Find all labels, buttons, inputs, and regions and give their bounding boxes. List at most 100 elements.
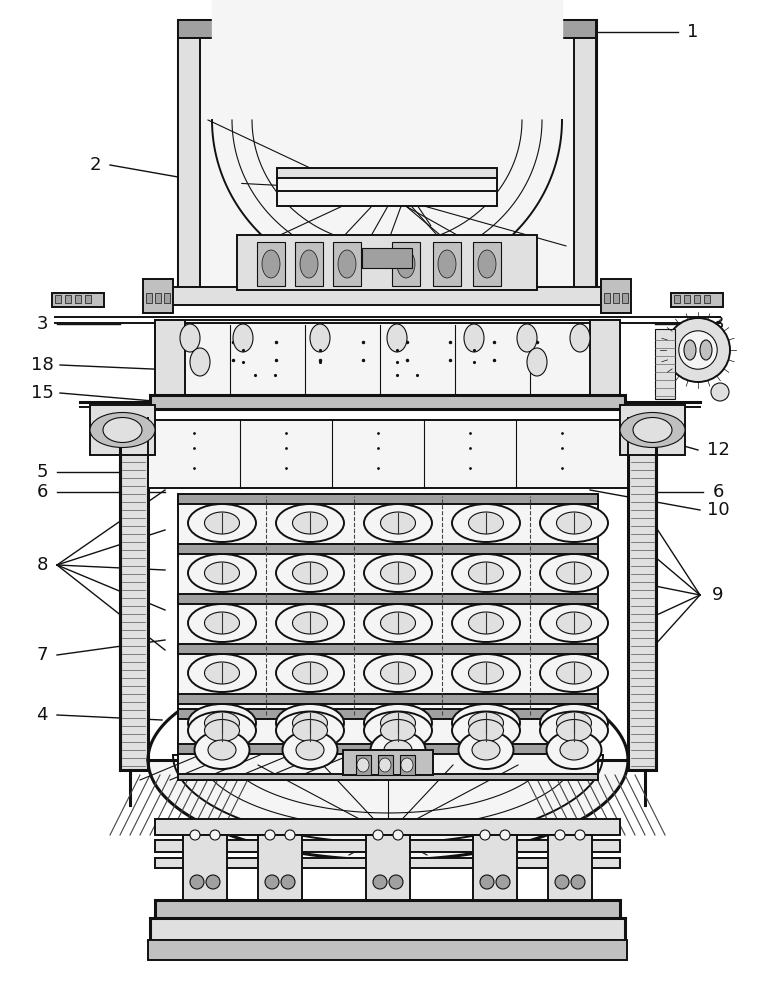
Ellipse shape <box>310 324 330 352</box>
Bar <box>155 819 620 835</box>
Ellipse shape <box>540 712 608 750</box>
Text: 5: 5 <box>36 463 48 481</box>
Ellipse shape <box>452 504 520 542</box>
Ellipse shape <box>556 662 591 684</box>
Circle shape <box>373 875 387 889</box>
Ellipse shape <box>560 740 588 760</box>
Bar <box>604 293 610 303</box>
Bar <box>120 418 148 770</box>
Bar <box>674 295 680 303</box>
Ellipse shape <box>188 554 256 592</box>
Ellipse shape <box>233 324 253 352</box>
Ellipse shape <box>364 712 432 750</box>
Ellipse shape <box>556 720 591 742</box>
Bar <box>277 168 497 180</box>
Bar <box>85 295 91 303</box>
Bar <box>613 293 619 303</box>
Ellipse shape <box>452 604 520 642</box>
Ellipse shape <box>338 250 356 278</box>
Ellipse shape <box>188 704 256 742</box>
Ellipse shape <box>205 662 239 684</box>
Ellipse shape <box>381 712 415 734</box>
Ellipse shape <box>292 712 328 734</box>
Ellipse shape <box>188 712 256 750</box>
Circle shape <box>496 875 510 889</box>
Ellipse shape <box>387 324 407 352</box>
Text: 15: 15 <box>30 384 53 402</box>
Bar <box>150 918 625 942</box>
Ellipse shape <box>459 731 514 769</box>
Bar <box>684 295 690 303</box>
Ellipse shape <box>381 662 415 684</box>
Bar <box>148 940 627 960</box>
Ellipse shape <box>469 562 504 584</box>
Ellipse shape <box>438 250 456 278</box>
Ellipse shape <box>472 740 500 760</box>
Circle shape <box>285 830 295 840</box>
Bar <box>143 279 173 313</box>
Bar <box>548 835 592 900</box>
Bar <box>164 293 170 303</box>
Circle shape <box>679 331 717 369</box>
Ellipse shape <box>276 654 344 692</box>
Bar <box>257 242 285 286</box>
Bar <box>178 496 598 715</box>
Ellipse shape <box>292 562 328 584</box>
Bar <box>277 191 497 206</box>
Circle shape <box>389 875 403 889</box>
Circle shape <box>575 830 585 840</box>
Text: 1: 1 <box>687 23 699 41</box>
Ellipse shape <box>357 758 369 772</box>
Ellipse shape <box>700 340 712 360</box>
Ellipse shape <box>478 250 496 278</box>
Text: 4: 4 <box>36 706 48 724</box>
Ellipse shape <box>379 758 391 772</box>
Ellipse shape <box>276 712 344 750</box>
Ellipse shape <box>195 731 250 769</box>
Circle shape <box>210 830 220 840</box>
Ellipse shape <box>190 348 210 376</box>
Bar <box>178 718 598 780</box>
Ellipse shape <box>452 554 520 592</box>
Ellipse shape <box>205 612 239 634</box>
Ellipse shape <box>540 704 608 742</box>
Circle shape <box>190 830 200 840</box>
Text: 8: 8 <box>36 556 48 574</box>
Ellipse shape <box>364 604 432 642</box>
Ellipse shape <box>90 412 155 448</box>
Ellipse shape <box>546 731 601 769</box>
Ellipse shape <box>556 512 591 534</box>
Bar <box>178 694 598 704</box>
Ellipse shape <box>469 512 504 534</box>
Ellipse shape <box>401 758 413 772</box>
Ellipse shape <box>684 340 696 360</box>
Bar <box>378 755 393 775</box>
Ellipse shape <box>464 324 484 352</box>
Circle shape <box>281 875 295 889</box>
Circle shape <box>500 830 510 840</box>
Bar <box>343 750 433 775</box>
Bar <box>155 900 620 920</box>
Ellipse shape <box>188 504 256 542</box>
Text: 2: 2 <box>89 156 101 174</box>
Ellipse shape <box>397 250 415 278</box>
Bar <box>362 248 412 268</box>
Ellipse shape <box>276 604 344 642</box>
Circle shape <box>555 830 565 840</box>
Bar <box>178 594 598 604</box>
Circle shape <box>666 318 730 382</box>
Ellipse shape <box>381 512 415 534</box>
Ellipse shape <box>364 654 432 692</box>
Ellipse shape <box>276 504 344 542</box>
Bar <box>574 38 596 300</box>
Ellipse shape <box>570 324 590 352</box>
Ellipse shape <box>381 562 415 584</box>
Bar <box>155 293 161 303</box>
Ellipse shape <box>556 612 591 634</box>
Bar <box>704 295 710 303</box>
Ellipse shape <box>469 662 504 684</box>
Bar <box>148 420 628 488</box>
Circle shape <box>373 830 383 840</box>
Circle shape <box>265 875 279 889</box>
Bar <box>671 293 723 307</box>
